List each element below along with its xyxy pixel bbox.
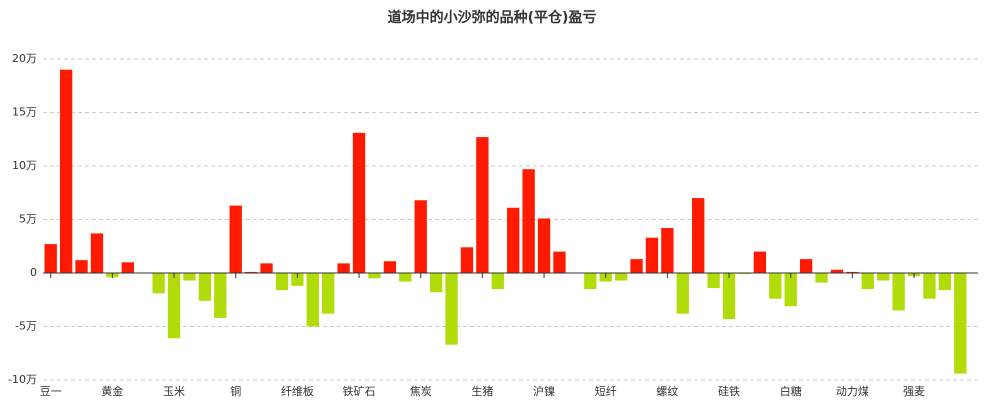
x-tick-label: 硅铁	[718, 385, 740, 398]
bar	[244, 271, 258, 273]
bar	[815, 273, 828, 283]
bar	[183, 273, 196, 281]
bar	[90, 233, 104, 273]
y-tick-label: 5万	[19, 213, 37, 226]
bar	[429, 273, 443, 293]
y-tick-label: -5万	[15, 320, 37, 333]
x-tick-label: 动力煤	[836, 385, 869, 398]
bar	[738, 273, 751, 275]
bar	[799, 259, 813, 273]
bar	[460, 247, 474, 273]
bar	[661, 228, 674, 273]
x-tick-label: 短纤	[595, 384, 617, 398]
y-tick-label: 20万	[12, 52, 37, 65]
y-tick-label: 10万	[12, 159, 37, 172]
bar	[753, 251, 767, 273]
bar	[507, 207, 520, 273]
x-tick-label: 纤维板	[281, 384, 314, 398]
bar	[938, 273, 952, 291]
x-tick-label: 铜	[230, 384, 241, 398]
bar	[75, 260, 88, 273]
x-tick-label: 铁矿石	[343, 385, 376, 398]
bar	[553, 251, 566, 273]
bar	[152, 273, 165, 294]
x-tick-label: 强麦	[903, 385, 925, 398]
bar	[830, 269, 844, 273]
bar	[892, 273, 905, 311]
bar	[630, 259, 643, 273]
y-tick-label: 15万	[12, 106, 37, 119]
bar	[337, 263, 350, 273]
bar	[846, 271, 859, 273]
x-tick-label: 豆一	[40, 385, 62, 398]
bar	[306, 273, 319, 327]
bar	[229, 205, 242, 273]
bar	[877, 273, 890, 281]
x-tick-label: 生猪	[471, 384, 493, 398]
bar	[322, 273, 335, 314]
bar	[676, 273, 689, 314]
bar	[861, 273, 874, 290]
x-tick-label: 沪镍	[533, 384, 555, 398]
bar	[476, 137, 489, 273]
bar	[692, 198, 705, 273]
bar	[399, 273, 412, 282]
bar	[522, 169, 535, 273]
bar	[584, 273, 597, 290]
bar	[784, 273, 797, 307]
bar	[414, 200, 427, 273]
bar	[167, 273, 181, 339]
y-tick-label: 0	[30, 266, 37, 279]
bar	[954, 273, 967, 374]
bar	[352, 132, 366, 273]
chart-title: 道场中的小沙弥的品种(平仓)盈亏	[388, 9, 597, 26]
bar	[291, 273, 304, 286]
bar	[121, 262, 134, 273]
bar	[537, 218, 551, 273]
bar	[722, 273, 736, 320]
bar	[491, 273, 504, 290]
bar	[645, 237, 659, 273]
bar	[59, 69, 73, 273]
bar	[260, 263, 273, 273]
bar	[445, 273, 458, 345]
bar	[198, 273, 212, 301]
bar	[614, 273, 628, 281]
x-tick-label: 螺纹	[656, 384, 678, 398]
x-tick-label: 黄金	[101, 384, 123, 398]
bar	[44, 244, 57, 273]
bar	[383, 261, 397, 273]
bar	[214, 273, 227, 318]
bar	[707, 273, 720, 288]
bar	[275, 273, 289, 291]
x-tick-label: 白糖	[780, 384, 802, 398]
bar	[769, 273, 782, 299]
y-tick-label: -10万	[8, 373, 37, 386]
bar	[368, 273, 381, 279]
x-tick-label: 玉米	[163, 385, 185, 398]
x-tick-label: 焦炭	[410, 385, 432, 398]
bar	[923, 273, 936, 299]
